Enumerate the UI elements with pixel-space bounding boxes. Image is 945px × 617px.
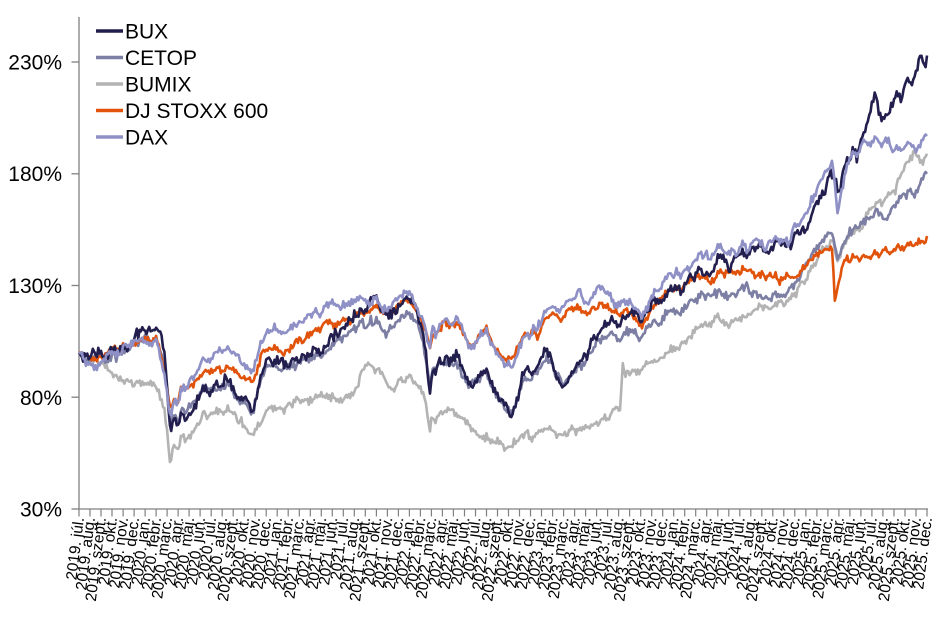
svg-text:80%: 80% [20, 387, 62, 410]
svg-text:30%: 30% [20, 499, 62, 522]
svg-text:DJ STOXX 600: DJ STOXX 600 [125, 100, 268, 123]
svg-text:DAX: DAX [125, 127, 168, 150]
svg-text:BUX: BUX [125, 21, 168, 44]
svg-text:230%: 230% [8, 52, 62, 75]
svg-text:BUMIX: BUMIX [125, 74, 192, 97]
svg-text:130%: 130% [8, 275, 62, 298]
svg-text:180%: 180% [8, 163, 62, 186]
svg-text:CETOP: CETOP [125, 47, 197, 70]
